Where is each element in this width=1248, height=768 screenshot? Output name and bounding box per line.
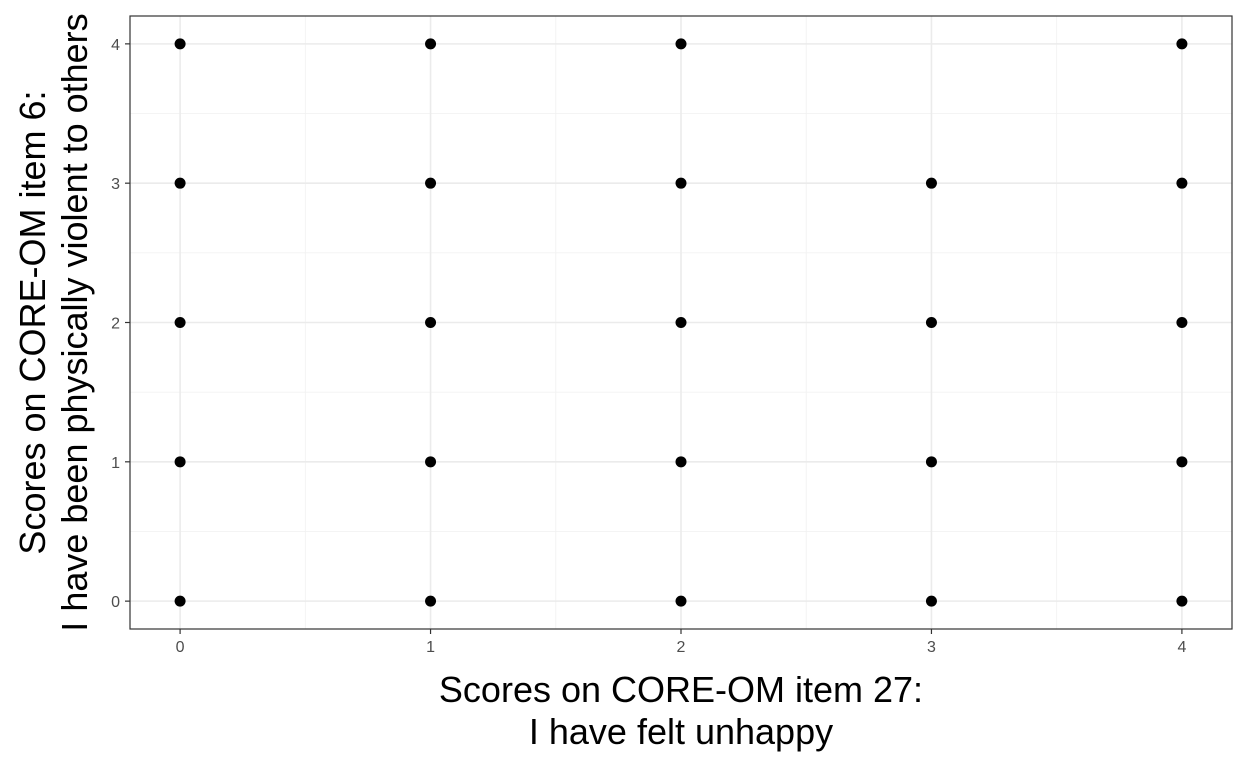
data-point <box>675 38 687 50</box>
x-tick-label: 0 <box>176 639 185 656</box>
x-tick-label: 3 <box>927 639 936 656</box>
data-point <box>425 595 437 607</box>
x-tick-label: 4 <box>1177 639 1186 656</box>
data-point <box>425 456 437 468</box>
x-axis-title-line-2: I have felt unhappy <box>529 711 833 752</box>
y-axis-title-line-1: Scores on CORE-OM item 6: <box>12 90 53 554</box>
y-axis-title-line-2: I have been physically violent to others <box>54 13 95 631</box>
data-point <box>174 317 186 328</box>
data-point <box>174 595 186 607</box>
data-point <box>675 595 687 607</box>
data-point <box>425 317 437 328</box>
data-points <box>174 38 1188 607</box>
data-point <box>174 177 186 189</box>
data-point <box>925 456 937 468</box>
data-point <box>174 456 186 468</box>
data-point <box>1176 317 1188 328</box>
x-tick-label: 2 <box>677 639 686 656</box>
data-point <box>174 38 186 50</box>
data-point <box>675 456 687 468</box>
y-tick-label: 4 <box>111 37 120 54</box>
data-point <box>1176 595 1188 607</box>
x-axis-title-line-1: Scores on CORE-OM item 27: <box>439 669 923 710</box>
axis-ticks: 0 1 2 3 4 0 1 2 3 4 <box>111 37 1186 656</box>
data-point <box>1176 177 1188 189</box>
y-tick-label: 0 <box>111 594 120 611</box>
y-tick-label: 2 <box>111 316 120 333</box>
data-point <box>925 317 937 328</box>
y-tick-label: 1 <box>111 455 120 472</box>
x-tick-label: 1 <box>426 639 435 656</box>
data-point <box>425 38 437 50</box>
data-point <box>925 595 937 607</box>
y-tick-label: 3 <box>111 176 120 193</box>
data-point <box>425 177 437 189</box>
data-point <box>675 317 687 328</box>
data-point <box>925 177 937 189</box>
data-point <box>1176 456 1188 468</box>
data-point <box>1176 38 1188 50</box>
data-point <box>675 177 687 189</box>
